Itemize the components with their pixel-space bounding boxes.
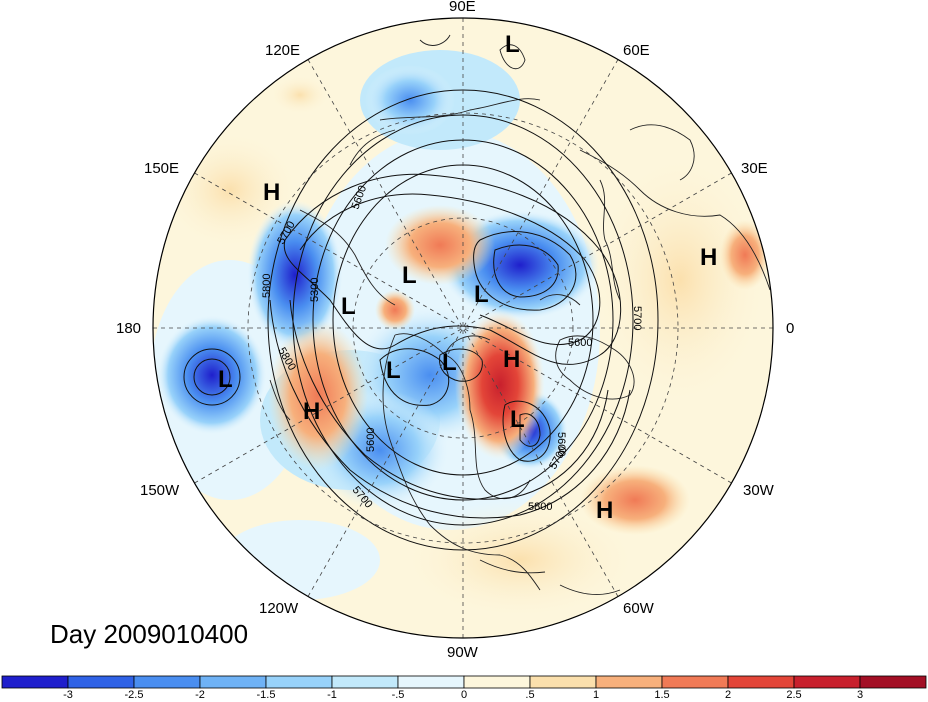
lon-label-30w: 30W [743, 482, 774, 499]
colorbar-swatch [133, 675, 201, 689]
lon-label-60e: 60E [623, 42, 650, 59]
lon-label-150w: 150W [140, 482, 180, 499]
colorbar-swatch [793, 675, 861, 689]
colorbar-tick-label: -1.5 [256, 689, 276, 701]
colorbar-swatch [331, 675, 399, 689]
colorbar-tick-label: 3 [856, 689, 864, 701]
graticule [153, 18, 773, 638]
colorbar-tick-label: 1.5 [654, 689, 670, 701]
low-center-marker: L [386, 357, 401, 384]
colorbar-swatch [397, 675, 465, 689]
lon-label-90w: 90W [447, 644, 478, 661]
high-center-marker: H [596, 497, 613, 524]
colorbar-tick-label: 2 [724, 689, 732, 701]
colorbar-swatch [199, 675, 267, 689]
lon-label-60w: 60W [623, 600, 654, 617]
low-center-marker: L [474, 281, 489, 308]
map-boundary [152, 17, 774, 639]
colorbar-swatch [265, 675, 333, 689]
high-center-marker: H [303, 398, 320, 425]
colorbar-swatch [463, 675, 531, 689]
colorbar-tick-label: -.5 [391, 689, 405, 701]
colorbar-tick-label: -3 [63, 689, 73, 701]
coastlines [269, 34, 771, 595]
low-center-marker: L [341, 293, 356, 320]
lon-label-0: 0 [786, 320, 795, 337]
contour-label-5700: 5700 [631, 306, 643, 330]
low-center-marker: L [505, 31, 520, 58]
low-center-marker: L [510, 406, 525, 433]
colorbar-swatch [661, 675, 729, 689]
colorbar-swatch [67, 675, 135, 689]
lon-label-150e: 150E [144, 160, 180, 177]
low-center-marker: L [402, 262, 417, 289]
colorbar-swatch [727, 675, 795, 689]
low-center-marker: L [218, 366, 233, 393]
contour-label-5800: 5800 [261, 274, 273, 298]
contour-label-5600: 5600 [555, 432, 567, 456]
colorbar [1, 675, 927, 689]
colorbar-tick-label: .5 [525, 689, 535, 701]
colorbar-swatch [859, 675, 927, 689]
colorbar-tick-label: -2 [195, 689, 205, 701]
colorbar-swatch [1, 675, 69, 689]
high-center-marker: H [700, 244, 717, 271]
high-center-marker: H [263, 179, 280, 206]
lon-label-120e: 120E [265, 42, 301, 59]
colorbar-tick-label: 2.5 [786, 689, 802, 701]
lon-label-90e: 90E [449, 0, 476, 15]
colorbar-tick-label: 0 [460, 689, 468, 701]
contour-label-5300: 5300 [309, 278, 321, 302]
lon-label-30e: 30E [741, 160, 768, 177]
lon-label-180: 180 [116, 320, 142, 337]
low-center-marker: L [442, 349, 457, 376]
colorbar-swatch [595, 675, 663, 689]
contour-label-5600: 5600 [568, 337, 592, 349]
colorbar-tick-label: -2.5 [124, 689, 144, 701]
colorbar-tick-label: -1 [327, 689, 337, 701]
lon-label-120w: 120W [259, 600, 299, 617]
colorbar-tick-label: 1 [592, 689, 600, 701]
high-center-marker: H [503, 346, 520, 373]
colorbar-swatch [529, 675, 597, 689]
contour-label-5800: 5800 [528, 501, 552, 513]
map-title: Day 2009010400 [50, 619, 249, 649]
contour-label-5600: 5600 [365, 428, 377, 452]
pressure-centers: L H L L L H L H L L H L H [218, 31, 717, 524]
